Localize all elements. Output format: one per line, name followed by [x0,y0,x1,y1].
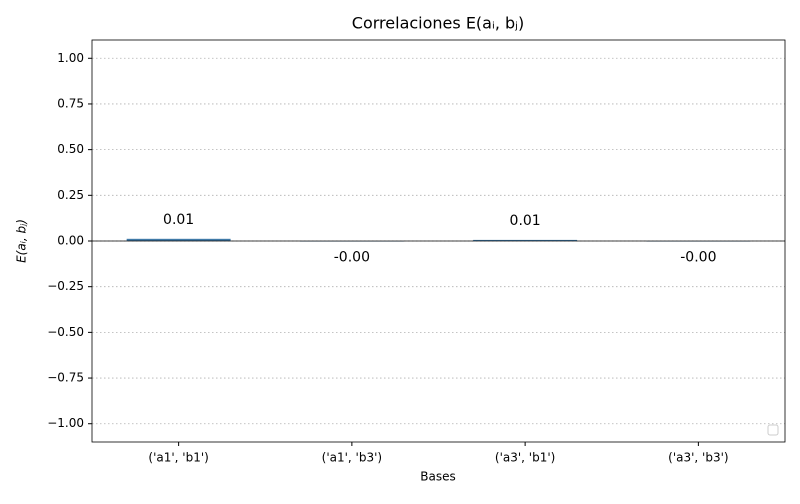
value-label: -0.00 [334,249,370,265]
y-tick-label: 0.50 [57,142,84,156]
y-tick-label: 0.00 [57,234,84,248]
y-tick-label: 0.25 [57,188,84,202]
legend-box [767,424,779,436]
value-label: 0.01 [163,212,194,228]
y-tick-label: 0.75 [57,96,84,110]
x-tick-label: ('a3', 'b3') [668,451,728,465]
y-tick-label: −0.25 [47,279,84,293]
x-tick-label: ('a1', 'b1') [148,451,208,465]
y-tick-label: −0.75 [47,371,84,385]
value-label: 0.01 [510,213,541,229]
value-label: -0.00 [680,249,716,265]
bar [473,239,578,241]
plot-frame [91,39,786,443]
x-tick-label: ('a1', 'b3') [322,451,382,465]
bar [126,238,231,241]
y-axis-label: E(aᵢ, bⱼ) [15,219,29,263]
y-tick-label: −1.00 [47,416,84,430]
y-tick-label: 1.00 [57,51,84,65]
chart-title: Correlaciones E(aᵢ, bⱼ) [352,14,524,33]
x-axis-label: Bases [420,470,455,484]
x-tick-label: ('a3', 'b1') [495,451,555,465]
y-tick-label: −0.50 [47,325,84,339]
